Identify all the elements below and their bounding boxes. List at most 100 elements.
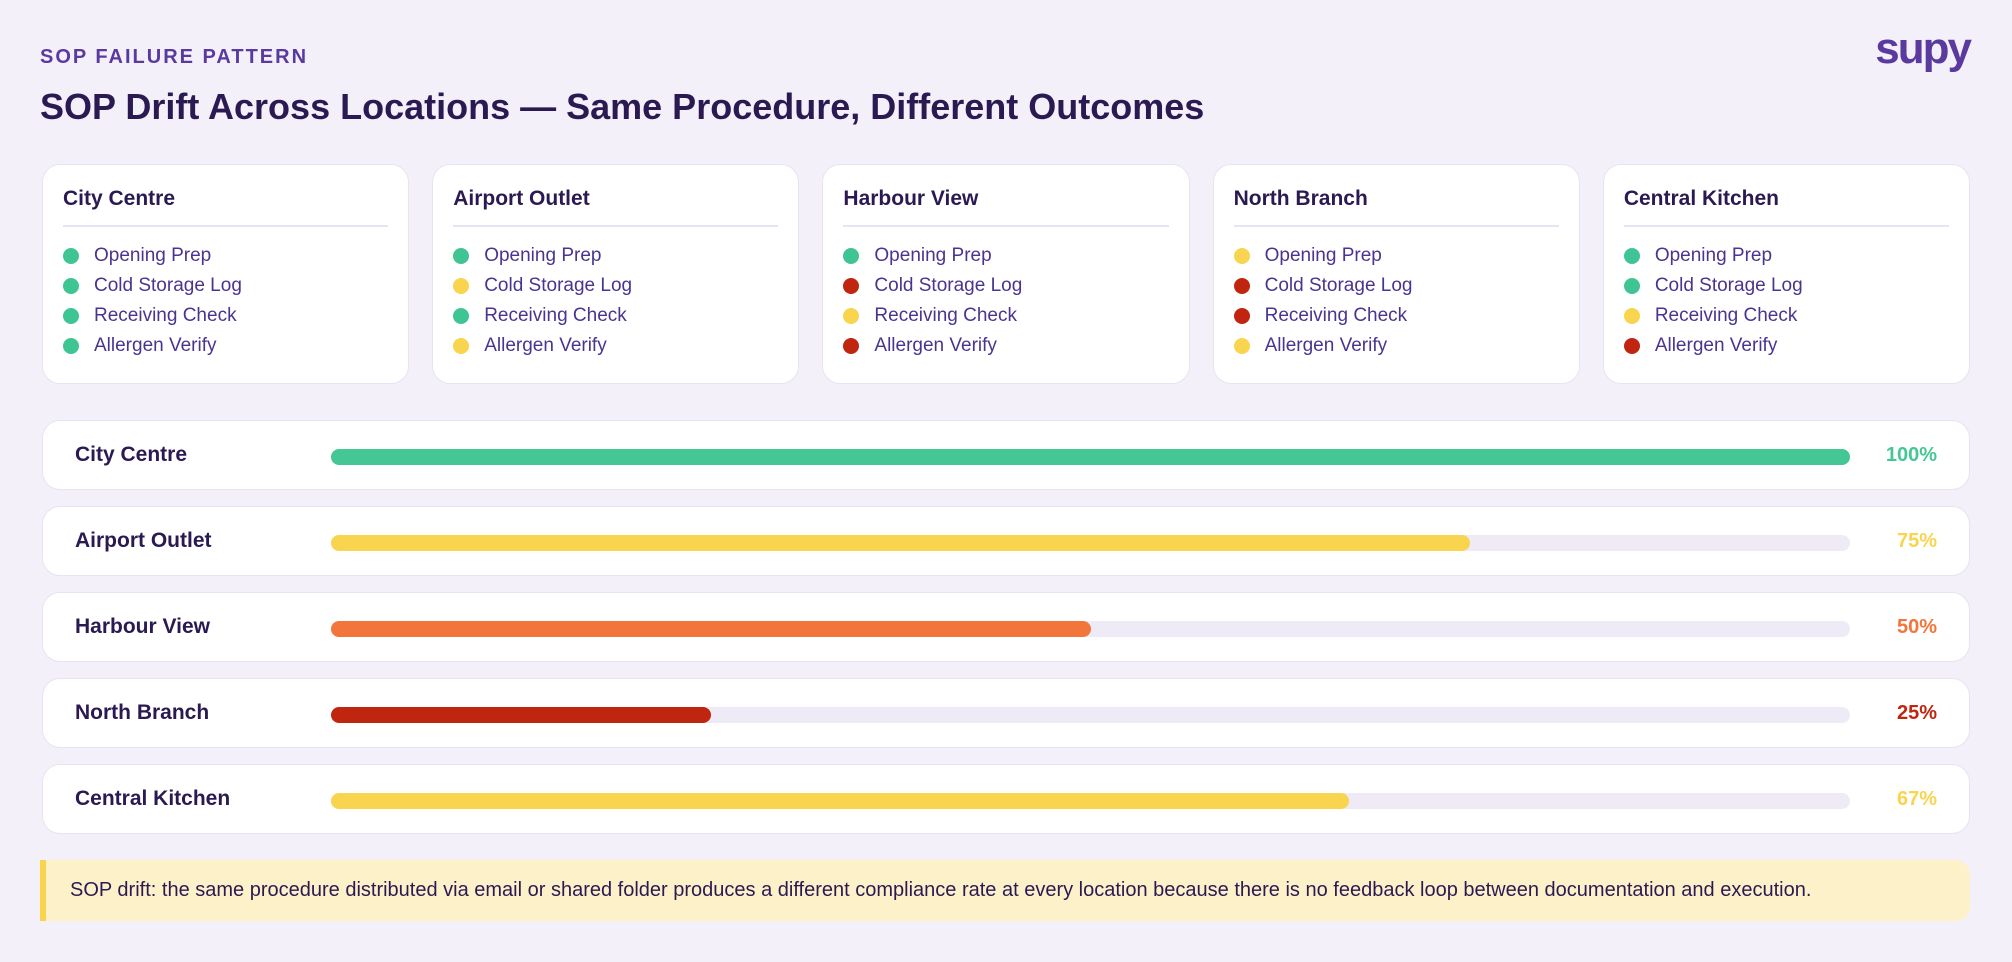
status-dot: [1233, 278, 1250, 294]
item-label: Receiving Check: [1264, 305, 1408, 326]
item-label: Allergen Verify: [94, 335, 217, 356]
checklist-item: Cold Storage Log: [843, 271, 1168, 301]
checklist-item: Cold Storage Log: [453, 271, 778, 301]
bar: [331, 707, 711, 723]
card-title: North Branch: [1233, 187, 1559, 227]
note: SOP drift: the same procedure distribute…: [40, 860, 1970, 921]
status-dot: [453, 308, 470, 324]
item-label: Opening Prep: [484, 245, 602, 266]
bar-row: Harbour View 50%: [42, 592, 1970, 662]
status-dot: [453, 248, 470, 264]
status-dot: [63, 248, 79, 264]
compliance-bars: City Centre 100% Airport Outlet 75% Harbour …: [42, 420, 1970, 850]
location-card: North Branch Opening Prep Cold Storage Log…: [1212, 164, 1580, 384]
value-label: 75%: [1896, 530, 1937, 552]
checklist-item: Opening Prep: [453, 241, 778, 271]
item-label: Opening Prep: [94, 245, 212, 266]
status-dot: [1233, 248, 1250, 264]
item-label: Receiving Check: [484, 305, 627, 326]
bar: [331, 535, 1471, 551]
status-dot: [1233, 338, 1250, 354]
value-label: 67%: [1896, 788, 1937, 810]
status-dot: [63, 338, 79, 354]
bar-row: City Centre 100%: [42, 420, 1970, 490]
status-dot: [843, 248, 860, 264]
page-title: SOP Drift Across Locations — Same Proced…: [40, 86, 1205, 127]
item-label: Opening Prep: [1654, 245, 1773, 266]
bar-track: [331, 793, 1850, 809]
checklist-item: Allergen Verify: [1623, 331, 1949, 361]
item-label: Opening Prep: [1264, 245, 1382, 266]
bar-row: Airport Outlet 75%: [42, 506, 1970, 576]
value-label: 100%: [1885, 444, 1937, 466]
value-label: 50%: [1896, 616, 1937, 638]
status-dot: [453, 338, 470, 354]
bar: [331, 621, 1091, 637]
location-card: Airport Outlet Opening Prep Cold Storage L…: [432, 164, 800, 384]
value-label: 25%: [1896, 702, 1937, 724]
checklist-item: Receiving Check: [453, 301, 778, 331]
checklist-item: Allergen Verify: [63, 331, 388, 361]
item-label: Cold Storage Log: [484, 275, 633, 296]
item-label: Receiving Check: [874, 305, 1017, 326]
checklist-item: Cold Storage Log: [1623, 271, 1949, 301]
location-cards: City Centre Opening Prep Cold Storage Log R…: [42, 164, 1971, 384]
status-dot: [1233, 308, 1250, 324]
checklist-item: Receiving Check: [1233, 301, 1559, 331]
item-label: Receiving Check: [94, 305, 237, 326]
card-title: Airport Outlet: [453, 187, 779, 227]
row-label: North Branch: [75, 701, 210, 724]
row-label: Central Kitchen: [75, 787, 231, 810]
checklist-item: Opening Prep: [1623, 241, 1949, 271]
item-label: Allergen Verify: [874, 335, 997, 356]
checklist-item: Allergen Verify: [1233, 331, 1559, 361]
status-dot: [1623, 278, 1640, 294]
status-dot: [843, 338, 860, 354]
status-dot: [1623, 248, 1640, 264]
bar-track: [331, 449, 1850, 465]
checklist-item: Opening Prep: [843, 241, 1168, 271]
bar-track: [331, 621, 1850, 637]
status-dot: [1623, 308, 1640, 324]
bar-track: [331, 707, 1850, 723]
checklist-item: Cold Storage Log: [63, 271, 388, 301]
location-card: City Centre Opening Prep Cold Storage Log R…: [42, 164, 410, 384]
checklist-item: Cold Storage Log: [1233, 271, 1559, 301]
location-card: Harbour View Opening Prep Cold Storage Log…: [822, 164, 1190, 384]
item-label: Allergen Verify: [1264, 335, 1388, 356]
bar: [331, 449, 1850, 465]
item-label: Cold Storage Log: [874, 275, 1023, 296]
item-label: Receiving Check: [1654, 305, 1798, 326]
status-dot: [843, 278, 860, 294]
row-label: Harbour View: [75, 615, 210, 638]
status-dot: [1623, 338, 1640, 354]
bar-row: North Branch 25%: [42, 678, 1970, 748]
logo: supy: [1875, 24, 1972, 73]
checklist-item: Receiving Check: [843, 301, 1168, 331]
bar: [331, 793, 1349, 809]
bar-track: [331, 535, 1850, 551]
status-dot: [63, 308, 79, 324]
checklist-item: Receiving Check: [1623, 301, 1949, 331]
location-card: Central Kitchen Opening Prep Cold Storage …: [1602, 164, 1971, 384]
checklist-item: Opening Prep: [63, 241, 388, 271]
status-dot: [63, 278, 79, 294]
checklist-item: Allergen Verify: [453, 331, 778, 361]
checklist-item: Opening Prep: [1233, 241, 1559, 271]
checklist-item: Allergen Verify: [843, 331, 1168, 361]
item-label: Cold Storage Log: [1654, 275, 1803, 296]
eyebrow: SOP FAILURE PATTERN: [40, 46, 309, 68]
status-dot: [453, 278, 470, 294]
row-label: City Centre: [75, 443, 188, 466]
card-title: Harbour View: [843, 187, 1169, 227]
checklist-item: Receiving Check: [63, 301, 388, 331]
status-dot: [843, 308, 860, 324]
item-label: Cold Storage Log: [94, 275, 242, 296]
row-label: Airport Outlet: [75, 529, 212, 552]
item-label: Allergen Verify: [484, 335, 607, 356]
bar-row: Central Kitchen 67%: [42, 764, 1970, 834]
item-label: Opening Prep: [874, 245, 992, 266]
item-label: Cold Storage Log: [1264, 275, 1413, 296]
item-label: Allergen Verify: [1654, 335, 1778, 356]
